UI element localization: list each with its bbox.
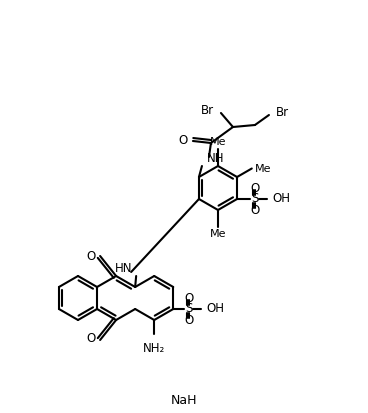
- Text: HN: HN: [115, 263, 132, 275]
- Text: NaH: NaH: [171, 394, 197, 406]
- Text: O: O: [179, 135, 188, 147]
- Text: Me: Me: [210, 229, 226, 239]
- Text: Me: Me: [210, 137, 226, 147]
- Text: O: O: [185, 292, 194, 304]
- Text: NH₂: NH₂: [143, 342, 165, 355]
- Text: NH: NH: [207, 152, 224, 166]
- Text: O: O: [87, 332, 96, 346]
- Text: S: S: [185, 302, 193, 316]
- Text: Br: Br: [201, 104, 214, 118]
- Text: S: S: [251, 192, 259, 206]
- Text: Br: Br: [276, 107, 289, 119]
- Text: O: O: [251, 204, 260, 216]
- Text: O: O: [185, 313, 194, 327]
- Text: Me: Me: [255, 164, 271, 173]
- Text: O: O: [251, 181, 260, 195]
- Text: O: O: [87, 251, 96, 263]
- Text: OH: OH: [206, 302, 224, 316]
- Text: OH: OH: [272, 192, 290, 206]
